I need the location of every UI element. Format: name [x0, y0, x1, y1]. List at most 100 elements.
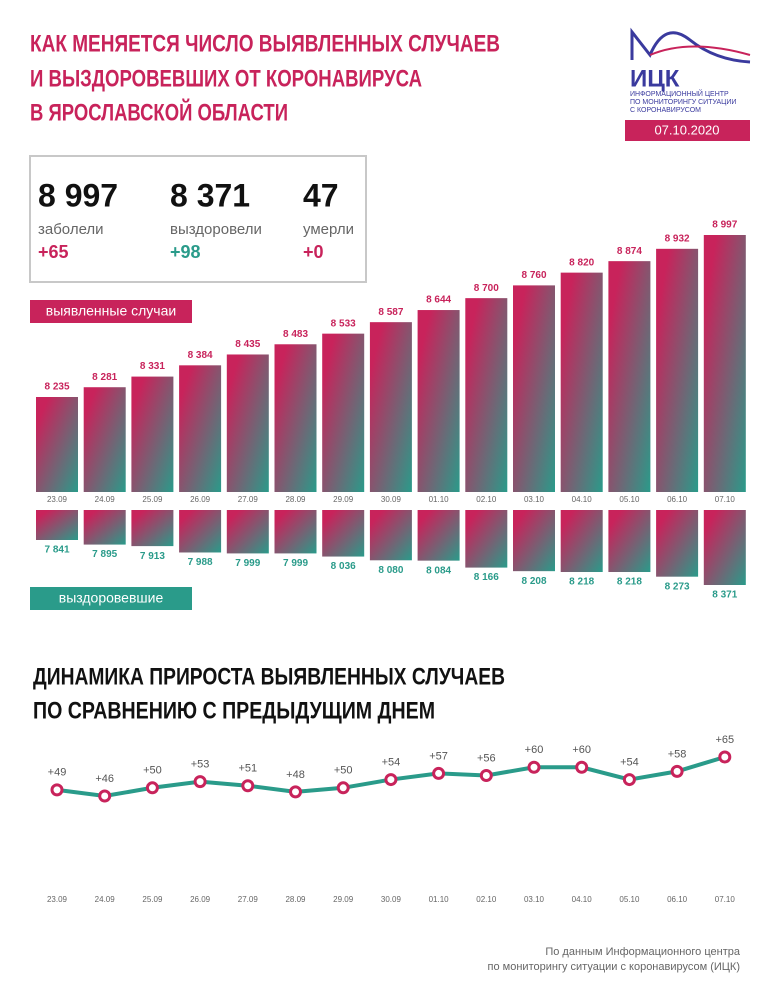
marker [432, 766, 446, 780]
value-label: 8 760 [521, 270, 546, 281]
stat-value: 8 997 [38, 177, 118, 213]
value-label: 8 281 [92, 372, 117, 383]
value-label: 8 533 [331, 318, 356, 329]
value-label: 8 874 [617, 246, 642, 257]
stat-label: умерли [303, 221, 354, 238]
bar [656, 510, 699, 577]
x-tick-label: 25.09 [142, 895, 163, 904]
x-tick-label: 03.10 [524, 495, 545, 504]
x-tick-label: 02.10 [476, 895, 497, 904]
value-label: 8 932 [665, 233, 690, 244]
value-label: +56 [477, 752, 496, 764]
value-label: +57 [429, 750, 448, 762]
bar [179, 510, 222, 553]
title-line: В ЯРОСЛАВСКОЙ ОБЛАСТИ [30, 98, 288, 126]
x-tick-label: 29.09 [333, 495, 354, 504]
bar [608, 510, 651, 573]
logo: ИЦК ИНФОРМАЦИОННЫЙ ЦЕНТР ПО МОНИТОРИНГУ … [625, 27, 751, 141]
x-tick-label: 29.09 [333, 895, 354, 904]
x-tick-label: 07.10 [715, 895, 736, 904]
source: по мониторингу ситуации с коронавирусом … [488, 961, 740, 973]
marker [50, 783, 64, 797]
logo-wave [649, 45, 751, 56]
value-label: +58 [668, 748, 687, 760]
marker [670, 764, 684, 778]
value-label: 8 235 [44, 382, 69, 393]
stat-label: выздоровели [170, 221, 262, 238]
bar [465, 510, 508, 568]
x-tick-label: 26.09 [190, 495, 211, 504]
logo-caption: ПО МОНИТОРИНГУ СИТУАЦИИ [630, 99, 736, 106]
value-label: 8 218 [617, 577, 642, 588]
bar [703, 235, 746, 492]
x-tick-label: 01.10 [429, 895, 450, 904]
logo-caption: С КОРОНАВИРУСОМ [630, 107, 701, 114]
title-line: КАК МЕНЯЕТСЯ ЧИСЛО ВЫЯВЛЕННЫХ СЛУЧАЕВ [30, 30, 500, 57]
bar [83, 387, 126, 492]
bar [417, 310, 460, 492]
date: 07.10.2020 [654, 122, 719, 137]
x-tick-label: 28.09 [285, 895, 306, 904]
x-tick-label: 06.10 [667, 495, 688, 504]
value-label: 8 997 [712, 220, 737, 231]
x-tick-label: 27.09 [238, 895, 259, 904]
stat-change: +65 [38, 242, 69, 262]
value-label: 8 331 [140, 361, 165, 372]
marker [479, 768, 493, 782]
x-tick-label: 26.09 [190, 895, 211, 904]
x-tick-label: 24.09 [95, 495, 116, 504]
marker [527, 760, 541, 774]
value-label: +60 [572, 744, 591, 756]
bar [274, 510, 317, 554]
marker [241, 779, 255, 793]
bar [560, 510, 603, 573]
value-label: 7 999 [283, 558, 308, 569]
marker [384, 773, 398, 787]
bar [322, 333, 365, 492]
date-box [625, 120, 750, 141]
value-label: +46 [95, 773, 114, 785]
x-tick-label: 05.10 [619, 895, 640, 904]
x-tick-label: 04.10 [572, 895, 593, 904]
bar [36, 397, 78, 492]
marker [145, 781, 159, 795]
x-tick-label: 23.09 [47, 895, 68, 904]
legend-tag [30, 587, 192, 610]
value-label: 8 036 [331, 561, 356, 572]
legend-label: выявленные случаи [46, 303, 176, 319]
value-label: +54 [382, 756, 401, 768]
bar [513, 285, 555, 492]
bar [656, 248, 699, 492]
stat-change: +0 [303, 242, 324, 262]
stat-value: 8 371 [170, 177, 250, 213]
chart-title: ПО СРАВНЕНИЮ С ПРЕДЫДУЩИМ ДНЕМ [33, 697, 435, 724]
value-label: 7 841 [44, 545, 69, 556]
marker [718, 750, 732, 764]
bar [131, 376, 174, 492]
value-label: 8 820 [569, 257, 594, 268]
x-tick-label: 05.10 [619, 495, 640, 504]
x-tick-label: 28.09 [285, 495, 306, 504]
title-line: И ВЫЗДОРОВЕВШИХ ОТ КОРОНАВИРУСА [30, 65, 422, 92]
bar [465, 298, 508, 492]
value-label: 8 384 [188, 350, 213, 361]
bar [369, 322, 412, 492]
marker [289, 785, 302, 799]
bar [417, 510, 460, 561]
value-label: 8 273 [665, 581, 690, 592]
value-label: +54 [620, 756, 639, 768]
value-label: 7 988 [188, 557, 213, 568]
value-label: +49 [48, 767, 67, 779]
x-tick-label: 06.10 [667, 895, 688, 904]
logo-caption: ИНФОРМАЦИОННЫЙ ЦЕНТР [630, 89, 729, 98]
bar [274, 344, 317, 492]
bar [131, 510, 174, 547]
stats-box [29, 155, 367, 283]
bar [83, 510, 126, 545]
logo-text: ИЦК [630, 65, 680, 92]
x-tick-label: 03.10 [524, 895, 545, 904]
x-tick-label: 02.10 [476, 495, 497, 504]
marker [193, 775, 207, 789]
value-label: 8 435 [235, 339, 260, 350]
value-label: 8 483 [283, 329, 308, 340]
